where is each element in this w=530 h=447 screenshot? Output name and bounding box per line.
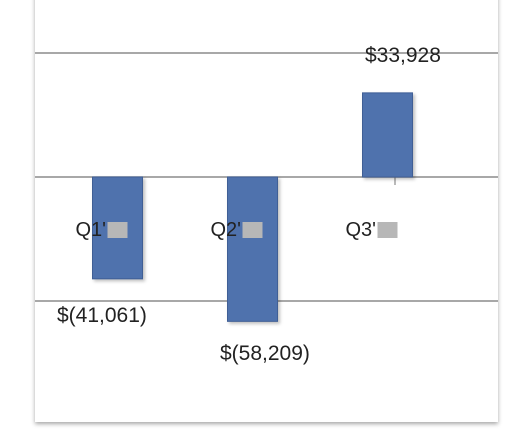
redacted-label-part: [107, 222, 128, 238]
redacted-label-part: [242, 222, 263, 238]
bar: [92, 176, 143, 280]
category-label: Q2': [211, 219, 242, 241]
data-labels: $(41,061) $(58,209) $33,928: [57, 44, 441, 365]
category-label: Q3': [346, 219, 377, 241]
category-label: Q1': [76, 219, 107, 241]
bar: [362, 92, 413, 178]
data-label: $(41,061): [57, 304, 147, 327]
bars: [92, 92, 413, 322]
data-label: $(58,209): [220, 342, 310, 365]
category-labels: Q1' Q2' Q3': [76, 219, 398, 241]
data-label: $33,928: [365, 44, 441, 67]
bar: [227, 176, 278, 322]
redacted-label-part: [377, 222, 398, 238]
